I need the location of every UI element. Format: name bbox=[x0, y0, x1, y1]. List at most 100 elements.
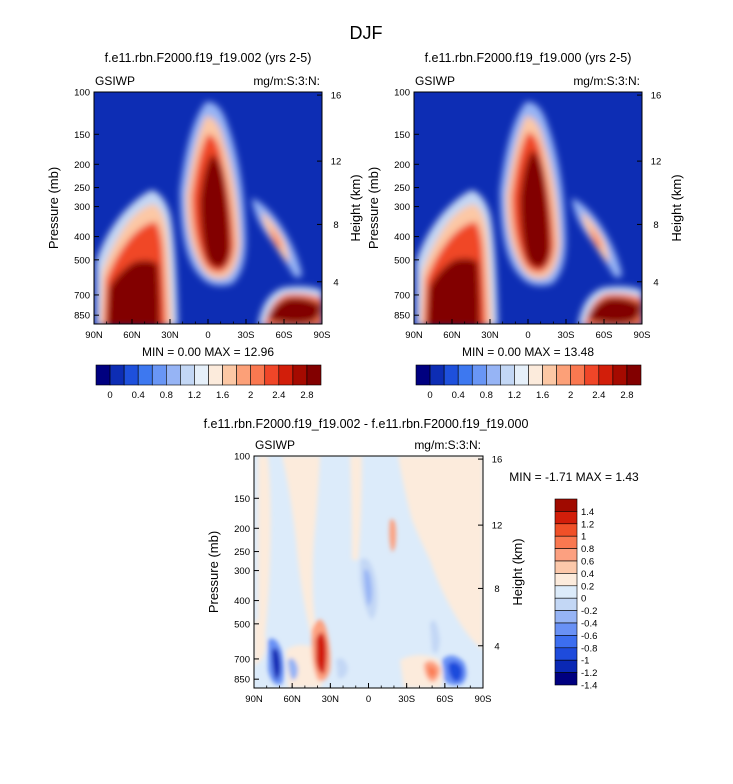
pressure-tick-label: 300 bbox=[234, 566, 250, 577]
colorbar-swatch bbox=[109, 364, 125, 386]
height-tick-label: 4 bbox=[653, 277, 658, 288]
colorbar-label: 2 bbox=[248, 390, 253, 401]
panel-2-variable-label: GSIWP bbox=[415, 74, 455, 88]
lat-tick-label: 30N bbox=[481, 330, 499, 341]
colorbar-swatch bbox=[264, 364, 280, 386]
colorbar-swatch bbox=[236, 364, 251, 386]
colorbar-label: 0.4 bbox=[452, 390, 465, 401]
colorbar-label: 0 bbox=[427, 390, 432, 401]
colorbar-swatch bbox=[554, 573, 578, 587]
lat-tick-label: 90S bbox=[314, 330, 331, 341]
panel-3: f.e11.rbn.F2000.f19_f19.002 - f.e11.rbn.… bbox=[204, 417, 639, 705]
pressure-tick-label: 150 bbox=[394, 130, 410, 141]
colorbar-swatch bbox=[457, 364, 473, 386]
pressure-tick-label: 150 bbox=[234, 494, 250, 505]
colorbar-swatch bbox=[554, 597, 578, 611]
colorbar-label: -1 bbox=[581, 656, 589, 667]
height-tick-label: 4 bbox=[494, 641, 499, 652]
pressure-tick-label: 200 bbox=[74, 160, 90, 171]
colorbar-label: 0.2 bbox=[581, 581, 594, 592]
colorbar-panel-1: 0 0.4 0.8 1.2 1.6 2 2.4 2.8 bbox=[95, 364, 322, 401]
pressure-tick-label: 500 bbox=[394, 255, 410, 266]
colorbar-label: -0.4 bbox=[581, 619, 597, 630]
panel-1-y2label: Height (km) bbox=[348, 174, 363, 241]
pressure-tick-label: 850 bbox=[74, 311, 90, 322]
lat-tick-label: 0 bbox=[205, 330, 210, 341]
colorbar-label: -0.6 bbox=[581, 631, 597, 642]
colorbar-label: 1.6 bbox=[216, 390, 229, 401]
pressure-tick-label: 700 bbox=[394, 290, 410, 301]
panel-3-ylabel: Pressure (mb) bbox=[206, 531, 221, 613]
colorbar-label: 0 bbox=[581, 594, 586, 605]
colorbar-panel-2: 0 0.4 0.8 1.2 1.6 2 2.4 2.8 bbox=[415, 364, 642, 401]
colorbar-label: 0.4 bbox=[132, 390, 145, 401]
panel-1-stats: MIN = 0.00 MAX = 12.96 bbox=[142, 345, 274, 359]
lat-tick-label: 60S bbox=[276, 330, 293, 341]
height-tick-label: 12 bbox=[492, 521, 503, 532]
panel-3-lat-ticks: 90N 60N 30N 0 30S 60S 90S bbox=[245, 683, 491, 705]
colorbar-swatch bbox=[194, 364, 209, 386]
colorbar-label: 1.4 bbox=[581, 507, 594, 518]
lat-tick-label: 30N bbox=[161, 330, 179, 341]
pressure-tick-label: 250 bbox=[234, 547, 250, 558]
colorbar-swatch bbox=[554, 511, 578, 525]
panel-2-ylabel: Pressure (mb) bbox=[366, 167, 381, 249]
colorbar-swatch bbox=[542, 364, 557, 386]
colorbar-label: 2.4 bbox=[592, 390, 605, 401]
pressure-tick-label: 300 bbox=[74, 202, 90, 213]
panel-2-contour-field bbox=[414, 92, 642, 324]
pressure-tick-label: 500 bbox=[74, 255, 90, 266]
panel-3-y2label: Height (km) bbox=[510, 538, 525, 605]
colorbar-label: 1 bbox=[581, 532, 586, 543]
panel-1: f.e11.rbn.F2000.f19_f19.002 (yrs 2-5) GS… bbox=[46, 51, 363, 359]
lat-tick-label: 90N bbox=[405, 330, 423, 341]
colorbar-label: 0.4 bbox=[581, 569, 594, 580]
colorbar-swatch bbox=[151, 364, 167, 386]
colorbar-swatch bbox=[612, 364, 628, 386]
colorbar-label: 1.2 bbox=[508, 390, 521, 401]
colorbar-swatch bbox=[570, 364, 586, 386]
lat-tick-label: 90N bbox=[85, 330, 103, 341]
lat-tick-label: 60N bbox=[283, 694, 301, 705]
panel-1-pressure-ticks: 100 150 200 250 300 400 500 700 850 16 12 8 4 bbox=[74, 88, 341, 322]
colorbar-label: 0.8 bbox=[160, 390, 173, 401]
panel-2-units-label: mg/m:S:3:N: bbox=[573, 74, 640, 88]
height-tick-label: 4 bbox=[333, 277, 338, 288]
lat-tick-label: 60S bbox=[596, 330, 613, 341]
height-tick-label: 12 bbox=[331, 157, 342, 168]
colorbar-swatch bbox=[554, 523, 578, 537]
colorbar-label: 2.4 bbox=[272, 390, 285, 401]
pressure-tick-label: 850 bbox=[234, 675, 250, 686]
colorbar-swatch bbox=[415, 364, 431, 386]
pressure-tick-label: 400 bbox=[74, 232, 90, 243]
height-tick-label: 16 bbox=[331, 91, 342, 102]
colorbar-label: 0.8 bbox=[480, 390, 493, 401]
panel-3-pressure-ticks: 100 150 200 250 300 400 500 700 850 16 12 8 4 bbox=[234, 452, 502, 686]
colorbar-swatch bbox=[554, 635, 578, 649]
colorbar-swatch bbox=[471, 364, 487, 386]
colorbar-swatch bbox=[554, 498, 578, 512]
colorbar-swatch bbox=[137, 364, 153, 386]
colorbar-swatch bbox=[429, 364, 445, 386]
colorbar-swatch bbox=[554, 622, 578, 636]
height-tick-label: 8 bbox=[333, 220, 338, 231]
lat-tick-label: 60N bbox=[123, 330, 141, 341]
height-tick-label: 16 bbox=[492, 455, 503, 466]
colorbar-swatch bbox=[626, 364, 642, 386]
lat-tick-label: 90N bbox=[245, 694, 263, 705]
pressure-tick-label: 700 bbox=[234, 654, 250, 665]
panel-2-stats: MIN = 0.00 MAX = 13.48 bbox=[462, 345, 594, 359]
pressure-tick-label: 850 bbox=[394, 311, 410, 322]
colorbar-swatch bbox=[554, 647, 578, 661]
colorbar-difference: 1.41.210.80.60.40.20-0.2-0.4-0.6-0.8-1-1… bbox=[554, 498, 597, 692]
lat-tick-label: 90S bbox=[634, 330, 651, 341]
panel-2-title: f.e11.rbn.F2000.f19_f19.000 (yrs 2-5) bbox=[425, 51, 632, 65]
panel-1-contour-field bbox=[94, 92, 322, 324]
panel-3-contour-field bbox=[254, 456, 483, 688]
lat-tick-label: 0 bbox=[525, 330, 530, 341]
colorbar-label: 1.6 bbox=[536, 390, 549, 401]
colorbar-label: 0.6 bbox=[581, 557, 594, 568]
panel-3-title: f.e11.rbn.F2000.f19_f19.002 - f.e11.rbn.… bbox=[204, 417, 529, 431]
panel-3-variable-label: GSIWP bbox=[255, 438, 295, 452]
panel-1-lat-ticks: 90N 60N 30N 0 30S 60S 90S bbox=[85, 319, 330, 341]
